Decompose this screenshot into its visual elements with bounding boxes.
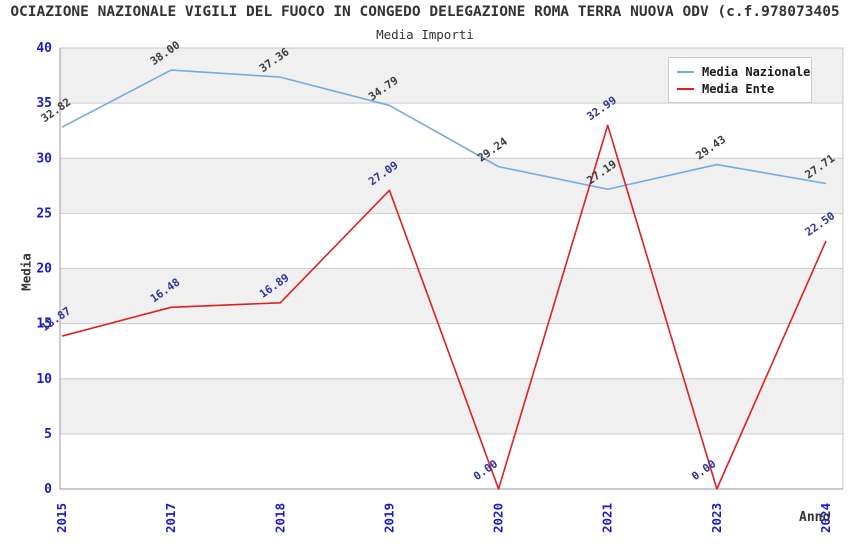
x-tick-label: 2023 [709, 503, 724, 533]
legend-swatch-red-line-icon [677, 87, 694, 90]
legend-label: Media Nazionale [702, 64, 811, 79]
x-tick-label: 2019 [381, 503, 396, 533]
y-tick-label: 35 [36, 96, 52, 111]
x-axis-title: Anno [799, 510, 831, 525]
plot-band [60, 268, 843, 324]
legend-swatch-blue-line-icon [677, 70, 694, 73]
y-tick-label: 30 [36, 151, 52, 166]
legend-label: Media Ente [702, 81, 775, 96]
y-tick-label: 40 [36, 41, 52, 56]
series-line-media-ente [61, 124, 827, 490]
legend-item-media-ente: Media Ente [677, 80, 803, 97]
y-tick-label: 0 [44, 482, 52, 497]
legend-item-media-nazionale: Media Nazionale [677, 63, 810, 80]
x-tick-label: 2015 [54, 503, 69, 533]
x-tick-label: 2021 [600, 503, 615, 533]
y-tick-label: 5 [44, 427, 52, 442]
series-line-media-nazionale [61, 69, 827, 191]
x-tick-label: 2024 [818, 503, 833, 533]
y-tick-label: 25 [36, 206, 52, 221]
x-tick-label: 2020 [491, 503, 506, 533]
y-tick-label: 15 [36, 317, 52, 332]
x-tick-label: 2017 [163, 503, 178, 533]
y-tick-label: 10 [36, 372, 52, 387]
plot-band [60, 158, 843, 214]
legend: Media Nazionale Media Ente [668, 57, 812, 103]
plot-band [60, 378, 843, 434]
chart-title: OCIAZIONE NAZIONALE VIGILI DEL FUOCO IN … [10, 4, 840, 20]
y-axis-title: Media [18, 253, 34, 291]
chart-subtitle: Media Importi [376, 27, 474, 42]
x-tick-label: 2018 [272, 503, 287, 533]
y-tick-label: 20 [36, 262, 52, 277]
